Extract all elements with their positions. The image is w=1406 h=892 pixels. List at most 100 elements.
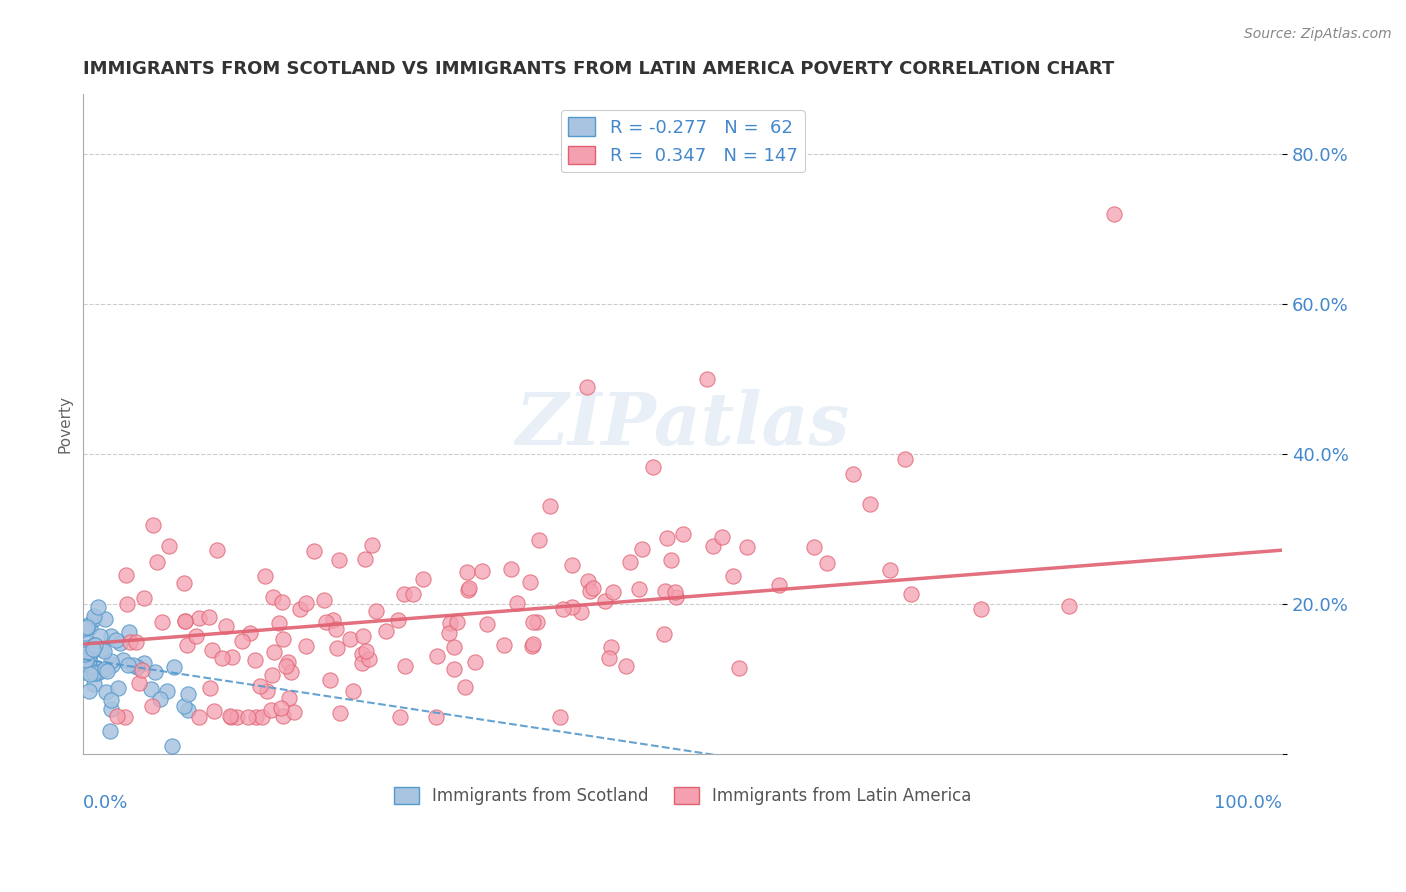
Point [84, 638, 107, 652]
Point [141, 518, 163, 533]
Point [728, 661, 751, 675]
Point [288, 601, 311, 615]
Point [219, 709, 242, 723]
Point [553, 602, 575, 616]
Point [768, 578, 790, 592]
Point [82, 642, 104, 657]
Point [582, 581, 605, 595]
Point [89, 629, 111, 643]
Point [114, 710, 136, 724]
Point [394, 659, 416, 673]
Point [132, 657, 155, 671]
Point [443, 640, 465, 654]
Point [364, 605, 387, 619]
Point [108, 636, 131, 650]
Point [73, 657, 96, 671]
Point [702, 539, 724, 553]
Point [215, 619, 238, 633]
Point [283, 706, 305, 720]
Point [526, 615, 548, 629]
Point [94, 612, 117, 626]
Point [630, 541, 652, 556]
Point [79, 657, 101, 672]
Point [723, 569, 745, 583]
Point [121, 657, 143, 672]
Point [437, 626, 460, 640]
Point [100, 702, 122, 716]
Point [76, 618, 98, 632]
Point [87, 600, 110, 615]
Point [841, 467, 863, 481]
Point [82, 644, 104, 658]
Point [277, 655, 299, 669]
Point [184, 629, 207, 643]
Point [79, 650, 101, 665]
Point [270, 595, 292, 609]
Y-axis label: Poverty: Poverty [58, 395, 72, 453]
Point [575, 380, 598, 394]
Point [79, 683, 101, 698]
Point [295, 596, 318, 610]
Point [98, 724, 121, 739]
Point [75, 657, 97, 672]
Point [548, 710, 571, 724]
Point [267, 616, 290, 631]
Point [375, 624, 398, 638]
Point [387, 613, 409, 627]
Point [139, 682, 162, 697]
Point [477, 616, 499, 631]
Point [457, 583, 479, 598]
Point [576, 574, 599, 589]
Point [339, 632, 361, 647]
Point [641, 460, 664, 475]
Point [96, 665, 118, 679]
Point [671, 526, 693, 541]
Point [77, 636, 100, 650]
Legend: Immigrants from Scotland, Immigrants from Latin America: Immigrants from Scotland, Immigrants fro… [387, 780, 979, 812]
Point [263, 645, 285, 659]
Point [446, 615, 468, 630]
Point [276, 659, 298, 673]
Point [173, 576, 195, 591]
Point [312, 593, 335, 607]
Point [249, 679, 271, 693]
Point [90, 641, 112, 656]
Point [94, 662, 117, 676]
Point [219, 710, 242, 724]
Point [561, 600, 583, 615]
Point [894, 452, 917, 467]
Point [83, 676, 105, 690]
Point [83, 666, 105, 681]
Point [711, 530, 734, 544]
Point [900, 587, 922, 601]
Point [599, 640, 621, 654]
Point [93, 644, 115, 658]
Point [100, 629, 122, 643]
Point [94, 685, 117, 699]
Point [125, 660, 148, 674]
Point [735, 540, 758, 554]
Point [77, 655, 100, 669]
Point [131, 664, 153, 678]
Point [188, 611, 211, 625]
Point [970, 601, 993, 615]
Point [90, 664, 112, 678]
Point [132, 591, 155, 605]
Point [79, 620, 101, 634]
Point [75, 652, 97, 666]
Point [188, 710, 211, 724]
Point [141, 699, 163, 714]
Point [73, 665, 96, 679]
Point [83, 608, 105, 623]
Point [200, 681, 222, 696]
Point [654, 627, 676, 641]
Point [315, 615, 337, 629]
Point [173, 614, 195, 628]
Point [76, 620, 98, 634]
Point [439, 616, 461, 631]
Point [73, 621, 96, 635]
Point [529, 533, 551, 547]
Point [271, 632, 294, 646]
Point [443, 662, 465, 676]
Point [260, 703, 283, 717]
